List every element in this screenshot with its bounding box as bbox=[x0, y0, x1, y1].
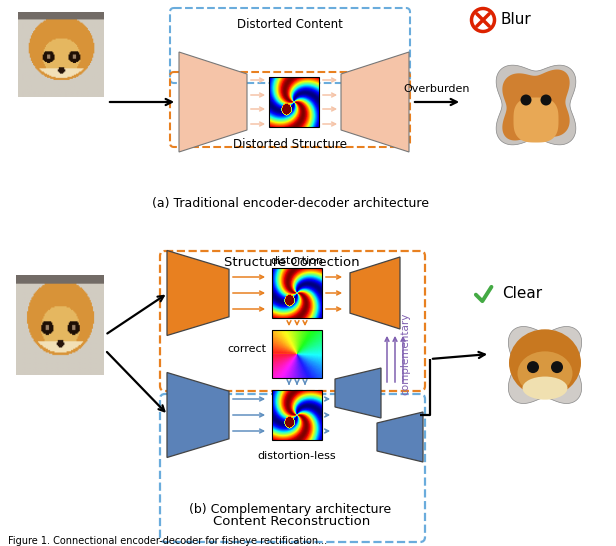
Polygon shape bbox=[496, 65, 576, 145]
Text: Structure Correction: Structure Correction bbox=[224, 256, 360, 269]
Text: distortion: distortion bbox=[270, 256, 323, 266]
Text: (b) Complementary architecture: (b) Complementary architecture bbox=[189, 503, 391, 517]
Text: Figure 1. Connectional encoder-decoder for fisheye rectification...: Figure 1. Connectional encoder-decoder f… bbox=[8, 536, 327, 546]
Ellipse shape bbox=[522, 377, 567, 400]
Text: Content Reconstruction: Content Reconstruction bbox=[213, 515, 371, 528]
Polygon shape bbox=[377, 412, 423, 462]
Circle shape bbox=[527, 361, 539, 373]
Text: Blur: Blur bbox=[500, 13, 531, 27]
Bar bbox=[272, 268, 322, 318]
Ellipse shape bbox=[509, 329, 581, 396]
Polygon shape bbox=[167, 251, 229, 335]
Text: Distorted Structure: Distorted Structure bbox=[233, 138, 347, 151]
Bar bbox=[272, 330, 322, 378]
Polygon shape bbox=[508, 327, 582, 403]
Polygon shape bbox=[514, 98, 559, 143]
Polygon shape bbox=[335, 368, 381, 418]
Text: Clear: Clear bbox=[502, 287, 542, 301]
Text: correct: correct bbox=[227, 344, 267, 354]
Text: (a) Traditional encoder-decoder architecture: (a) Traditional encoder-decoder architec… bbox=[152, 197, 429, 210]
Circle shape bbox=[540, 94, 551, 105]
Circle shape bbox=[551, 361, 563, 373]
Polygon shape bbox=[167, 372, 229, 458]
Polygon shape bbox=[350, 257, 400, 329]
Ellipse shape bbox=[517, 351, 572, 395]
Text: distortion-less: distortion-less bbox=[257, 451, 336, 461]
Bar bbox=[269, 77, 319, 127]
Text: Overburden: Overburden bbox=[403, 84, 470, 94]
Polygon shape bbox=[179, 52, 247, 152]
Polygon shape bbox=[503, 69, 570, 140]
Text: Distorted Content: Distorted Content bbox=[237, 18, 343, 31]
Polygon shape bbox=[496, 65, 576, 145]
Polygon shape bbox=[341, 52, 409, 152]
Circle shape bbox=[521, 94, 532, 105]
Bar bbox=[272, 390, 322, 440]
Text: complementary: complementary bbox=[400, 313, 410, 395]
